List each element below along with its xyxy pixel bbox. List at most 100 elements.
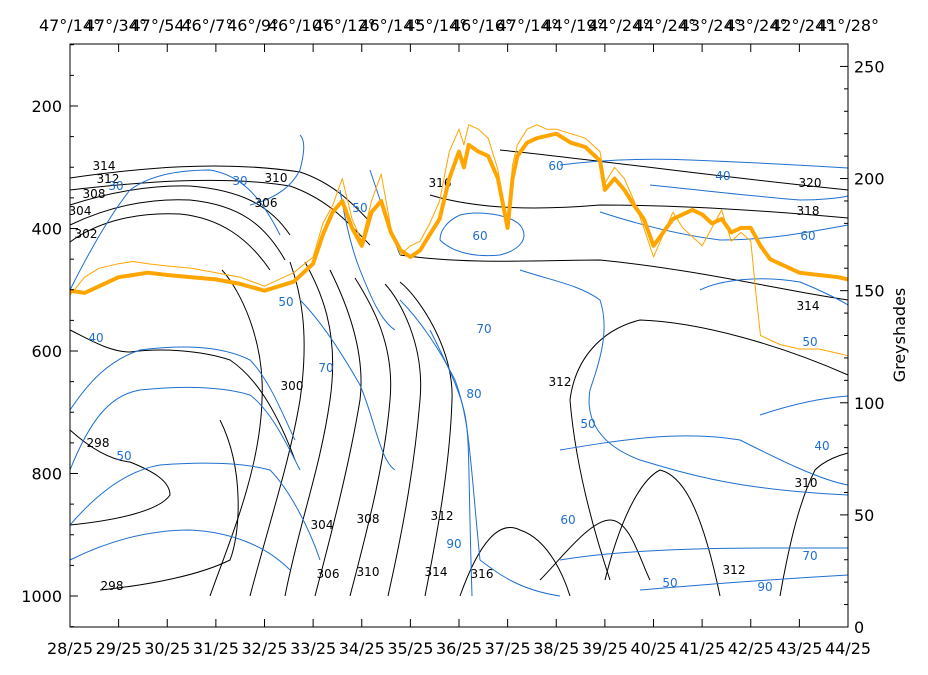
- bottom-tick-label: 34/25: [339, 639, 385, 658]
- theta-isoline-label: 310: [265, 171, 288, 185]
- theta-isoline-18: [569, 319, 849, 581]
- theta-isoline-label: 298: [87, 436, 110, 450]
- top-tick-label: 42°/24°: [771, 16, 833, 35]
- humidity-isoline-label: 30: [232, 174, 247, 188]
- right-tick-label: 150: [854, 282, 885, 301]
- bottom-tick-label: 29/25: [96, 639, 142, 658]
- humidity-isoline-4: [69, 529, 291, 571]
- greyshade-line-thick: [69, 131, 849, 295]
- humidity-isoline-20: [639, 574, 849, 591]
- top-tick-label: 43°/24°: [680, 16, 742, 35]
- humidity-isoline-label: 40: [814, 439, 829, 453]
- theta-isoline-20: [429, 194, 849, 219]
- humidity-isoline-16: [699, 278, 849, 306]
- theta-isoline-14: [399, 281, 453, 597]
- humidity-isoline-label: 70: [802, 549, 817, 563]
- theta-isoline-17: [604, 469, 721, 597]
- humidity-isoline-label: 50: [116, 449, 131, 463]
- theta-isoline-15: [459, 527, 571, 597]
- top-tick-label: 46°/12°: [314, 16, 376, 35]
- theta-isoline-10: [284, 261, 334, 597]
- humidity-isoline-label: 50: [278, 295, 293, 309]
- humidity-isoline-label: 50: [352, 201, 367, 215]
- bottom-tick-label: 42/25: [728, 639, 774, 658]
- humidity-isoline-2: [69, 386, 301, 471]
- theta-isoline-label: 304: [69, 204, 92, 218]
- humidity-isoline-label: 50: [662, 576, 677, 590]
- humidity-isoline-9: [399, 299, 481, 561]
- theta-isoline-label: 312: [97, 172, 120, 186]
- humidity-isoline-label: 80: [466, 387, 481, 401]
- bottom-tick-label: 36/25: [436, 639, 482, 658]
- left-tick-label: 800: [31, 465, 62, 484]
- humidity-isoline-label: 60: [472, 229, 487, 243]
- right-tick-label: 0: [854, 618, 864, 637]
- humidity-isoline-5: [249, 134, 305, 206]
- right-tick-label: 100: [854, 394, 885, 413]
- humidity-isoline-11: [439, 212, 525, 257]
- theta-isoline-12: [349, 277, 392, 597]
- humidity-isoline-label: 90: [446, 537, 461, 551]
- bottom-tick-label: 40/25: [630, 639, 676, 658]
- humidity-isoline-label: 60: [560, 513, 575, 527]
- bottom-tick-label: 43/25: [776, 639, 822, 658]
- theta-isoline-11: [314, 269, 362, 597]
- theta-isoline-16: [539, 519, 651, 581]
- humidity-isoline-0: [69, 169, 281, 291]
- theta-isoline-label: 314: [425, 565, 448, 579]
- humidity-isoline-label: 70: [318, 361, 333, 375]
- humidity-isoline-3: [69, 462, 321, 561]
- axes: 28/25 29/25 30/25 31/25 32/25 33/25 34/25 35/25…: [21, 16, 884, 658]
- bottom-tick-label: 31/25: [193, 639, 239, 658]
- theta-isoline-label: 310: [795, 476, 818, 490]
- theta-isoline-label: 302: [75, 227, 98, 241]
- left-tick-label: 1000: [21, 587, 62, 606]
- theta-isoline-label: 316: [471, 567, 494, 581]
- bottom-tick-label: 32/25: [241, 639, 287, 658]
- theta-isoline-label: 312: [549, 375, 572, 389]
- humidity-isoline-label: 60: [548, 159, 563, 173]
- humidity-isoline-label: 60: [800, 229, 815, 243]
- isolines: [69, 134, 849, 597]
- humidity-isoline-1: [69, 346, 296, 441]
- bottom-tick-label: 28/25: [47, 639, 93, 658]
- top-tick-label: 41°/28°: [817, 16, 879, 35]
- humidity-isoline-21: [479, 559, 561, 597]
- humidity-isoline-label: 40: [715, 169, 730, 183]
- humidity-isoline-14: [599, 211, 849, 241]
- theta-isoline-5: [69, 329, 296, 461]
- theta-isoline-label: 314: [93, 159, 116, 173]
- humidity-isoline-13: [559, 158, 849, 169]
- greyshade-line-thin: [69, 124, 849, 357]
- left-tick-label: 400: [31, 220, 62, 239]
- top-tick-label: 46°/7°: [181, 16, 233, 35]
- theta-isoline-13: [384, 283, 422, 597]
- humidity-isoline-label: 70: [476, 322, 491, 336]
- top-tick-label: 43°/24°: [725, 16, 787, 35]
- theta-isoline-6: [69, 429, 171, 526]
- bottom-tick-label: 30/25: [144, 639, 190, 658]
- right-tick-label: 50: [854, 506, 874, 525]
- top-tick-label: 46°/10°: [268, 16, 330, 35]
- theta-isoline-8: [209, 269, 263, 597]
- top-tick-label: 47°/54°: [130, 16, 192, 35]
- theta-isoline-0: [69, 165, 371, 223]
- theta-isoline-19: [779, 452, 849, 597]
- theta-isoline-label: 304: [311, 518, 334, 532]
- bottom-tick-label: 33/25: [290, 639, 336, 658]
- bottom-tick-label: 37/25: [485, 639, 531, 658]
- theta-isoline-label: 298: [101, 579, 124, 593]
- top-tick-label: 46°/9°: [227, 16, 279, 35]
- top-tick-label: 44°/24°: [634, 16, 696, 35]
- top-tick-label: 44°/24°: [588, 16, 650, 35]
- humidity-isoline-label: 50: [580, 417, 595, 431]
- humidity-isoline-10: [429, 329, 473, 597]
- humidity-isoline-label: 40: [88, 331, 103, 345]
- top-tick-label: 45°/14°: [405, 16, 467, 35]
- theta-isoline-label: 306: [255, 196, 278, 210]
- theta-isoline-label: 312: [431, 509, 454, 523]
- top-tick-label: 47°/14°: [497, 16, 559, 35]
- theta-isoline-4: [69, 213, 271, 271]
